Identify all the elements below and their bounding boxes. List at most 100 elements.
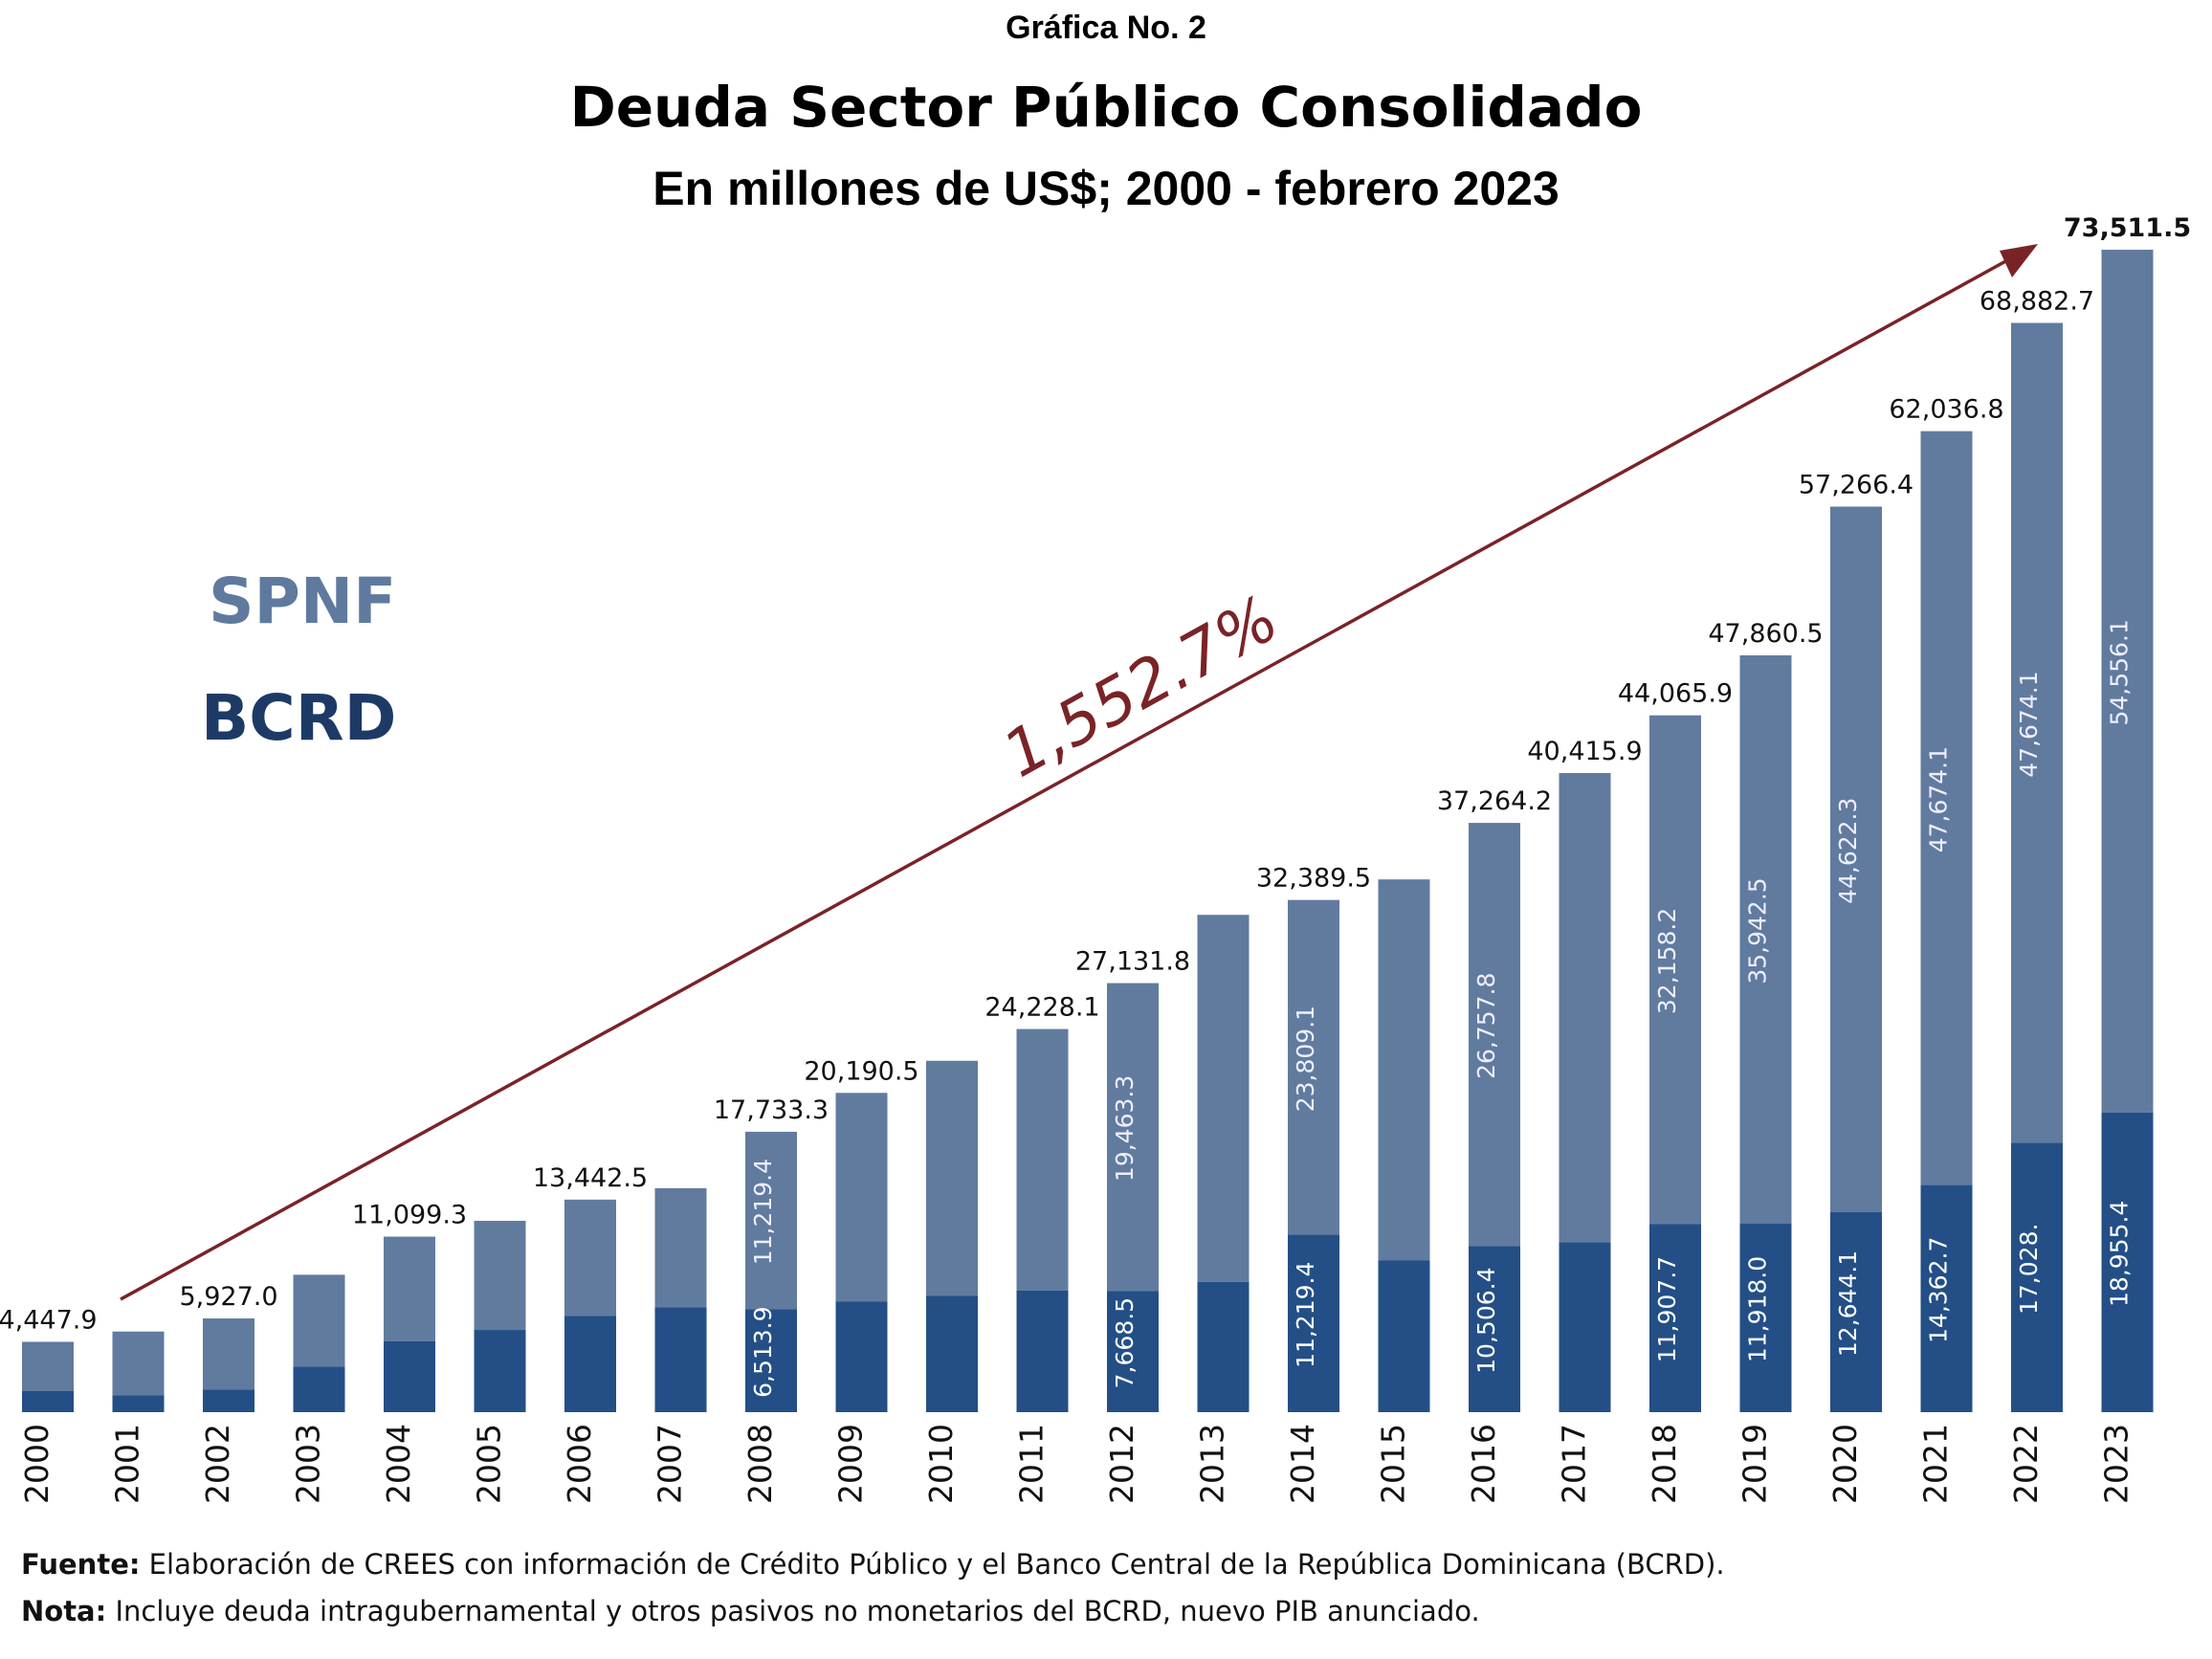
- bar-bcrd-2014: [1288, 1234, 1339, 1412]
- year-label-2002: 2002: [199, 1424, 236, 1504]
- total-label-2002: 5,927.0: [179, 1282, 277, 1312]
- total-label-2009: 20,190.5: [804, 1056, 918, 1086]
- bar-spnf-2001: [112, 1331, 165, 1396]
- year-label-2018: 2018: [1646, 1424, 1683, 1504]
- bar-spnf-2012: [1107, 983, 1159, 1292]
- bar-bcrd-2007: [654, 1307, 707, 1412]
- bar-bcrd-2013: [1197, 1281, 1250, 1412]
- year-label-2021: 2021: [1917, 1424, 1955, 1504]
- legend-spnf: SPNF: [209, 564, 397, 638]
- year-label-2011: 2011: [1013, 1424, 1051, 1504]
- bar-spnf-2022: [2011, 322, 2063, 1143]
- bar-bcrd-2021: [1920, 1184, 1973, 1412]
- total-label-2018: 44,065.9: [1618, 679, 1733, 709]
- arrow-head-icon: [2000, 244, 2038, 277]
- bar-spnf-2013: [1197, 915, 1250, 1282]
- bar-spnf-2020: [1830, 506, 1882, 1213]
- bar-spnf-2014: [1288, 899, 1339, 1235]
- bar-spnf-2003: [293, 1274, 345, 1367]
- bar-spnf-2009: [835, 1093, 888, 1302]
- year-label-2022: 2022: [2007, 1424, 2045, 1504]
- bar-spnf-2019: [1739, 654, 1792, 1225]
- legend-bcrd: BCRD: [201, 681, 397, 755]
- total-label-2020: 57,266.4: [1799, 470, 1913, 499]
- year-label-2017: 2017: [1556, 1424, 1593, 1504]
- spnf-label-2021: 47,674.1: [1925, 746, 1953, 852]
- year-label-2000: 2000: [18, 1424, 55, 1504]
- total-label-2006: 13,442.5: [533, 1163, 648, 1193]
- bar-spnf-2021: [1920, 431, 1973, 1185]
- bar-bcrd-2018: [1649, 1224, 1701, 1412]
- spnf-label-2023: 54,556.1: [2106, 619, 2134, 725]
- bcrd-label-2018: 11,907.7: [1653, 1256, 1681, 1362]
- spnf-label-2019: 35,942.5: [1744, 877, 1772, 984]
- bar-bcrd-2002: [203, 1389, 254, 1412]
- year-label-2006: 2006: [561, 1424, 598, 1504]
- spnf-label-2018: 32,158.2: [1653, 908, 1681, 1014]
- bar-bcrd-2005: [474, 1330, 526, 1412]
- total-label-2014: 32,389.5: [1256, 864, 1371, 894]
- bar-bcrd-2006: [564, 1316, 616, 1412]
- bar-spnf-2023: [2101, 250, 2154, 1113]
- year-label-2023: 2023: [2098, 1424, 2135, 1504]
- spnf-label-2016: 26,757.8: [1472, 973, 1500, 1079]
- source-note: Fuente: Elaboración de CREES con informa…: [21, 1548, 1725, 1581]
- bcrd-label-2016: 10,506.4: [1472, 1268, 1500, 1374]
- year-label-2008: 2008: [741, 1424, 779, 1504]
- spnf-label-2014: 23,809.1: [1292, 1006, 1319, 1112]
- bar-spnf-2010: [926, 1060, 978, 1296]
- total-label-2004: 11,099.3: [352, 1201, 467, 1230]
- bar-spnf-2006: [564, 1199, 616, 1316]
- spnf-label-2020: 44,622.3: [1834, 798, 1862, 904]
- bcrd-label-2022: 17,028.: [2015, 1224, 2043, 1315]
- note-text: Incluye deuda intragubernamental y otros…: [106, 1595, 1480, 1627]
- bcrd-label-2008: 6,513.9: [749, 1306, 777, 1397]
- year-label-2015: 2015: [1375, 1424, 1412, 1504]
- bar-spnf-2008: [745, 1131, 797, 1310]
- bcrd-label-2014: 11,219.4: [1292, 1262, 1319, 1368]
- chart-subtitle: En millones de US$; 2000 - febrero 2023: [653, 162, 1559, 215]
- bar-spnf-2007: [654, 1187, 707, 1308]
- bar-bcrd-2010: [926, 1295, 978, 1412]
- note-label: Nota:: [21, 1595, 107, 1627]
- year-label-2014: 2014: [1284, 1424, 1321, 1504]
- year-label-2020: 2020: [1826, 1424, 1864, 1504]
- year-label-2010: 2010: [922, 1424, 960, 1504]
- bar-bcrd-2012: [1107, 1291, 1159, 1412]
- bar-bcrd-2003: [293, 1366, 345, 1412]
- growth-annotation: 1,552.7%: [991, 582, 1291, 792]
- bcrd-label-2021: 14,362.7: [1925, 1237, 1953, 1343]
- year-label-2013: 2013: [1194, 1424, 1231, 1504]
- bar-bcrd-2017: [1559, 1242, 1611, 1412]
- year-label-2012: 2012: [1103, 1424, 1140, 1504]
- bar-spnf-2011: [1016, 1029, 1069, 1291]
- total-label-2016: 37,264.2: [1437, 786, 1552, 816]
- spnf-label-2008: 11,219.4: [749, 1159, 777, 1265]
- year-label-2009: 2009: [832, 1424, 870, 1504]
- bcrd-label-2012: 7,668.5: [1111, 1297, 1139, 1388]
- total-label-2011: 24,228.1: [984, 993, 1099, 1023]
- bar-spnf-2002: [203, 1318, 254, 1390]
- chart-title: Deuda Sector Público Consolidado: [569, 75, 1643, 140]
- bar-bcrd-2001: [112, 1395, 165, 1412]
- bcrd-label-2019: 11,918.0: [1744, 1256, 1772, 1362]
- bar-bcrd-2000: [22, 1390, 74, 1412]
- total-label-2019: 47,860.5: [1708, 619, 1823, 649]
- bar-bcrd-2019: [1739, 1224, 1792, 1412]
- bar-bcrd-2004: [384, 1340, 435, 1412]
- bar-spnf-2000: [22, 1341, 74, 1391]
- total-label-2012: 27,131.8: [1075, 947, 1190, 977]
- bcrd-label-2020: 12,644.1: [1834, 1250, 1862, 1357]
- bar-bcrd-2009: [835, 1301, 888, 1412]
- bar-bcrd-2011: [1016, 1290, 1069, 1412]
- bar-bcrd-2022: [2011, 1142, 2063, 1412]
- bar-spnf-2018: [1649, 715, 1701, 1225]
- total-label-2023: 73,511.5: [2064, 213, 2191, 243]
- year-label-2016: 2016: [1465, 1424, 1502, 1504]
- total-label-2008: 17,733.3: [714, 1095, 829, 1125]
- growth-arrow-line: [120, 257, 2010, 1301]
- source-text: Elaboración de CREES con información de …: [140, 1548, 1725, 1581]
- bcrd-label-2023: 18,955.4: [2106, 1201, 2134, 1307]
- total-label-2022: 68,882.7: [1980, 287, 2094, 317]
